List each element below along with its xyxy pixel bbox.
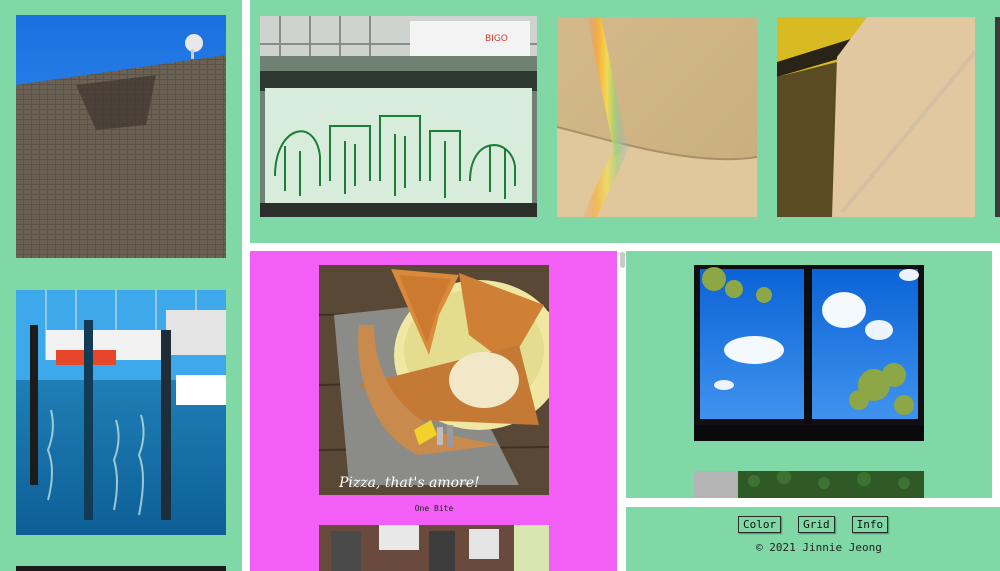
pink-pane[interactable]: Pizza, that's amore! One Bite xyxy=(250,251,617,571)
copyright-text: © 2021 Jinnie Jeong xyxy=(756,541,882,554)
photo-hedge[interactable] xyxy=(694,471,924,498)
photo-brick-facade[interactable] xyxy=(319,525,549,571)
footer-pane: Color Grid Info © 2021 Jinnie Jeong xyxy=(626,507,1000,571)
photo-brick-building[interactable] xyxy=(16,15,226,258)
left-column-pane[interactable] xyxy=(0,0,242,571)
pizza-caption: One Bite xyxy=(414,504,454,513)
pink-pane-scrollbar-thumb[interactable] xyxy=(620,252,625,268)
pizza-overlay-text: Pizza, that's amore! xyxy=(338,475,480,491)
svg-text:BIGO: BIGO xyxy=(485,34,508,44)
photo-partial-edge[interactable] xyxy=(995,17,1000,217)
info-button[interactable]: Info xyxy=(851,516,889,533)
photo-partial-dark[interactable] xyxy=(16,566,226,571)
photo-yellow-shadow[interactable] xyxy=(777,17,975,217)
top-strip-pane[interactable]: BIGO xyxy=(250,0,1000,243)
photo-pizza[interactable]: Pizza, that's amore! xyxy=(319,265,549,495)
photo-sky-window[interactable] xyxy=(694,265,924,441)
nav-buttons: Color Grid Info xyxy=(738,516,889,533)
photo-graffiti[interactable]: BIGO xyxy=(260,16,537,217)
photo-linen-rainbow[interactable] xyxy=(557,17,757,217)
photo-harbor[interactable] xyxy=(16,290,226,535)
grid-button[interactable]: Grid xyxy=(798,516,835,533)
color-button[interactable]: Color xyxy=(738,516,782,533)
sky-window-pane[interactable] xyxy=(626,251,992,498)
